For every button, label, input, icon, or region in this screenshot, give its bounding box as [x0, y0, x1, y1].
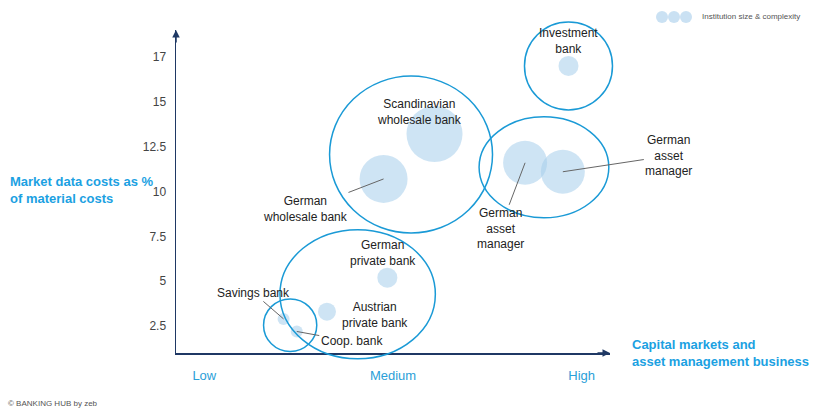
svg-text:Investmentbank: Investmentbank [539, 26, 598, 56]
svg-text:Scandinavianwholesale bank: Scandinavianwholesale bank [377, 97, 462, 127]
svg-text:5: 5 [159, 274, 166, 288]
svg-text:Savings bank: Savings bank [217, 286, 290, 300]
svg-text:Coop. bank: Coop. bank [321, 334, 383, 348]
svg-text:Germanassetmanager: Germanassetmanager [477, 206, 524, 251]
svg-text:Market data costs as %of mater: Market data costs as %of material costs [10, 174, 154, 206]
svg-text:Germanprivate bank: Germanprivate bank [350, 238, 416, 268]
svg-text:Germanassetmanager: Germanassetmanager [645, 133, 692, 178]
svg-text:7.5: 7.5 [149, 230, 166, 244]
svg-text:10: 10 [153, 185, 167, 199]
svg-text:© BANKING HUB by zeb: © BANKING HUB by zeb [8, 399, 98, 408]
svg-text:12.5: 12.5 [143, 140, 167, 154]
svg-text:Austrianprivate bank: Austrianprivate bank [342, 300, 408, 330]
svg-text:Medium: Medium [370, 368, 416, 383]
svg-text:High: High [568, 368, 595, 383]
svg-text:Germanwholesale bank: Germanwholesale bank [263, 194, 348, 224]
svg-text:15: 15 [153, 95, 167, 109]
svg-text:17: 17 [153, 50, 167, 64]
svg-text:Institution size & complexity: Institution size & complexity [702, 12, 800, 21]
svg-text:Capital markets andasset manag: Capital markets andasset management busi… [632, 337, 809, 369]
svg-text:2.5: 2.5 [149, 319, 166, 333]
svg-text:Low: Low [192, 368, 216, 383]
